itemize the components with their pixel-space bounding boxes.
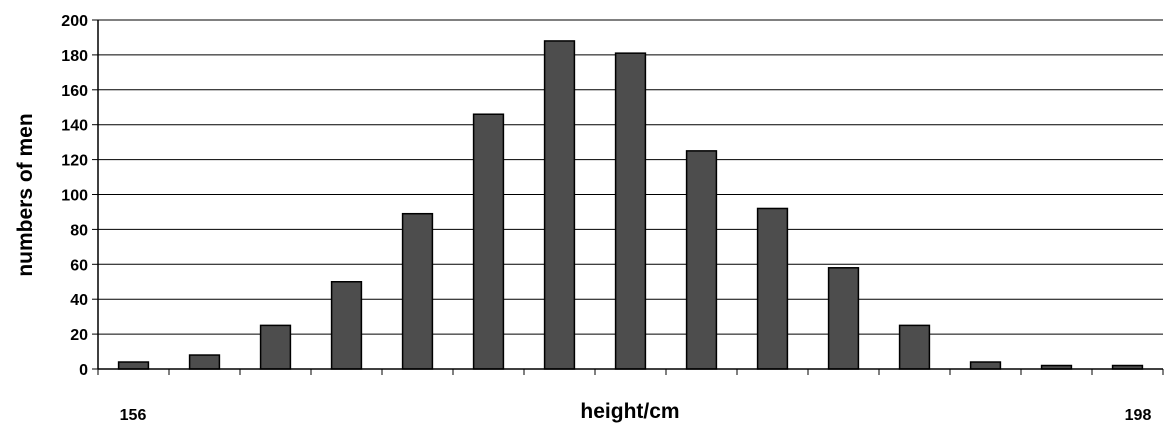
y-tick-labels: 0 20 40 60 80 100 120 140 160 180 200 [61,13,88,379]
y-tick-label-40: 40 [70,292,88,309]
bar-8 [685,150,718,370]
y-tick-label-160: 160 [61,83,88,100]
axes [92,19,1164,375]
y-tick-label-140: 140 [61,118,88,135]
bar-9 [756,207,789,370]
bar-5 [472,113,505,370]
y-tick-label-100: 100 [61,188,88,205]
y-axis-title: numbers of men [14,113,37,276]
x-edge-label-left: 156 [120,407,147,423]
y-tick-label-200: 200 [61,13,88,30]
bar-11 [898,324,931,370]
bar-7 [614,52,647,370]
bar-2 [259,324,292,370]
bar-3 [330,281,363,370]
x-axis-title: height/cm [580,400,679,423]
y-tick-label-20: 20 [70,327,88,344]
bar-0 [117,361,150,370]
y-tick-label-0: 0 [79,362,88,379]
bars [117,40,1144,370]
y-tick-label-60: 60 [70,257,88,274]
bar-12 [969,361,1002,370]
bar-6 [543,40,576,370]
bar-10 [827,267,860,370]
bar-1 [188,354,221,370]
bar-4 [401,212,434,370]
x-edge-label-right: 198 [1125,407,1152,423]
y-tick-label-120: 120 [61,153,88,170]
y-tick-label-180: 180 [61,48,88,65]
y-tick-label-80: 80 [70,222,88,239]
